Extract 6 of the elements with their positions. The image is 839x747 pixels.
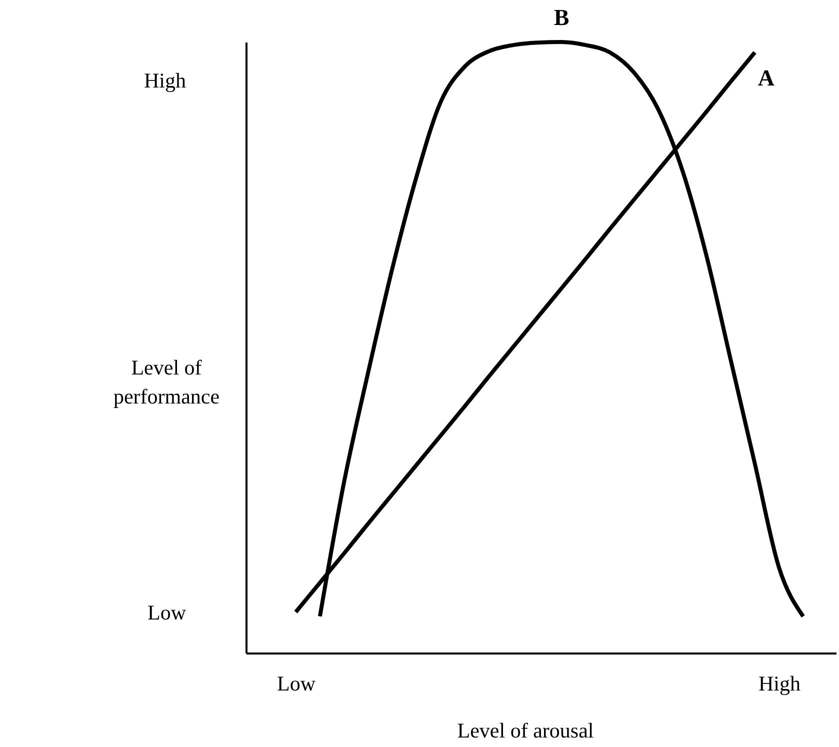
y-axis-title: Level of performance [113, 356, 220, 408]
text: Low [148, 600, 187, 624]
x-axis-title: Level of arousal [457, 718, 594, 742]
series-label: B [554, 5, 570, 30]
series-label: A [758, 65, 775, 90]
text: High [144, 68, 186, 93]
